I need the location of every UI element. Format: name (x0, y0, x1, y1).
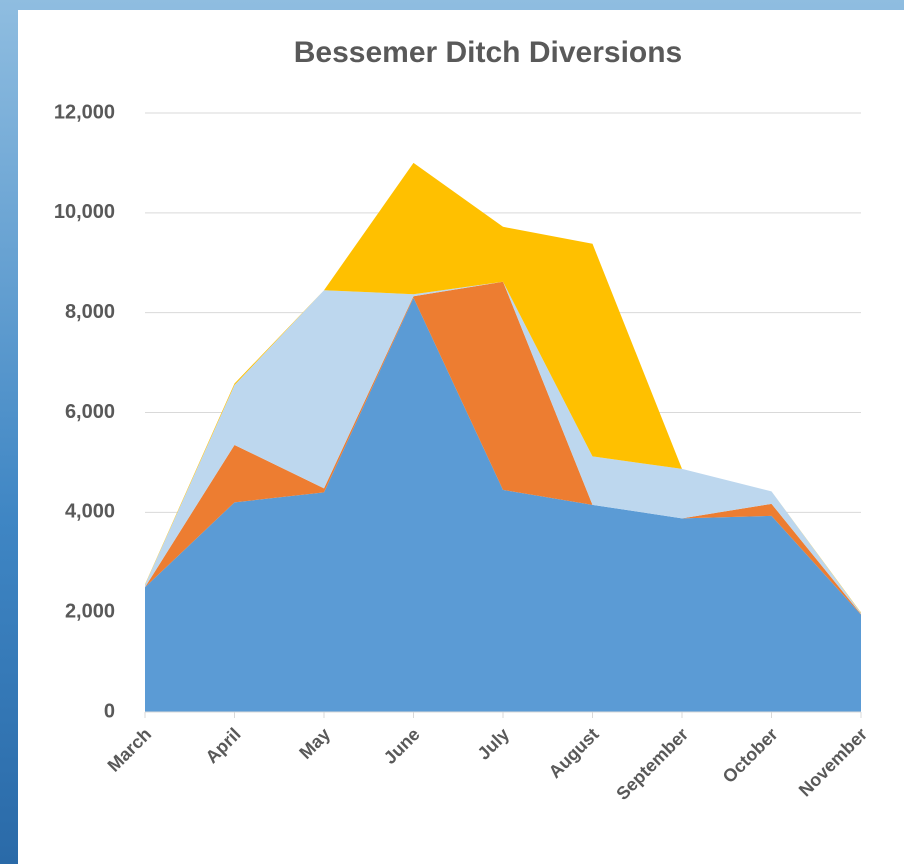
area (145, 297, 861, 712)
y-tick-label: 10,000 (54, 201, 115, 223)
area (145, 162, 861, 614)
chart-title: Bessemer Ditch Diversions (294, 36, 683, 69)
y-tick-label: 12,000 (54, 101, 115, 123)
area (145, 281, 861, 615)
y-tick-label: 0 (104, 700, 115, 722)
y-tick-label: 4,000 (65, 501, 115, 523)
y-tick-label: 8,000 (65, 301, 115, 323)
area (145, 281, 861, 615)
y-tick-label: 2,000 (65, 600, 115, 622)
y-tick-label: 6,000 (65, 401, 115, 423)
